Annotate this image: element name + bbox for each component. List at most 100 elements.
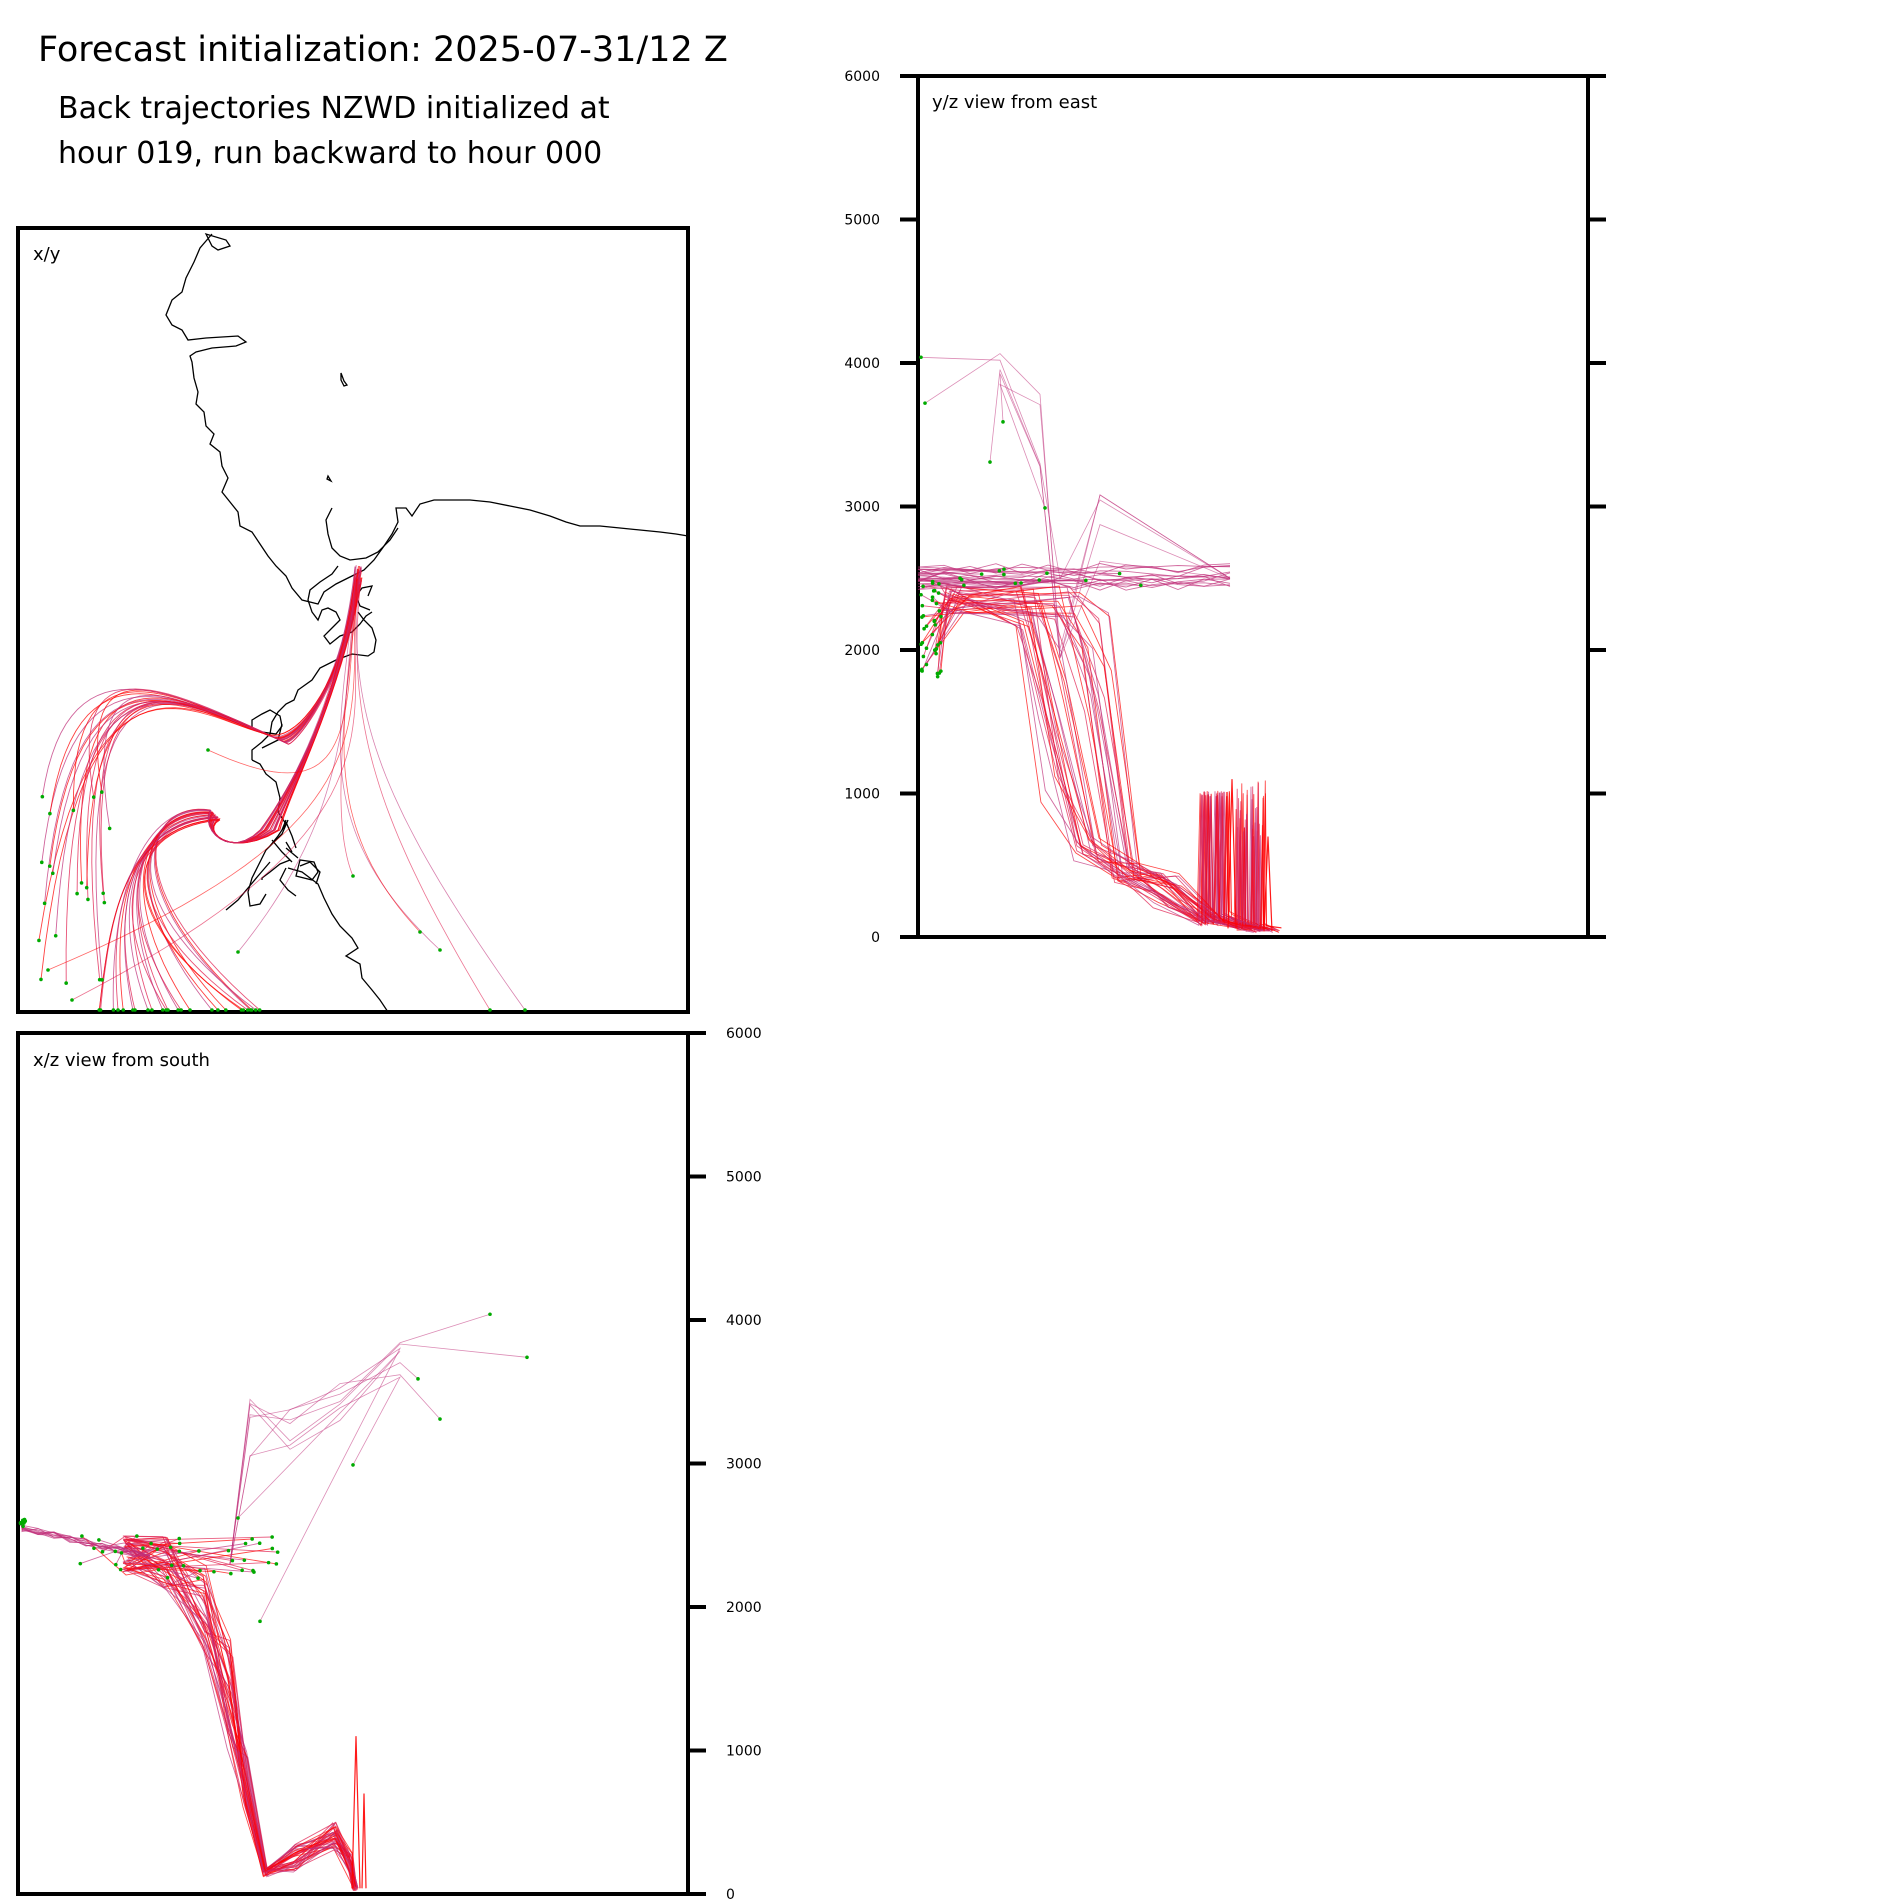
trajectory-endpoint	[488, 1008, 492, 1012]
trajectory-endpoint	[149, 1541, 153, 1546]
coastline-segment	[165, 233, 689, 605]
trajectory-line	[361, 1793, 367, 1889]
trajectory-endpoint	[920, 640, 925, 645]
trajectory-endpoint	[177, 1549, 182, 1554]
trajectory-line	[936, 590, 1260, 932]
trajectory-line	[917, 578, 1231, 590]
trajectory-endpoint	[418, 930, 422, 934]
trajectory-line	[351, 1736, 361, 1889]
island-outline	[326, 474, 333, 483]
trajectory-endpoint	[997, 569, 1002, 573]
trajectory-endpoint	[92, 1546, 96, 1551]
trajectory-endpoint	[1001, 420, 1005, 424]
trajectory-endpoint	[51, 871, 55, 876]
trajectory-endpoint	[937, 609, 942, 613]
trajectory-endpoint	[930, 632, 935, 637]
trajectory-endpoint	[146, 1008, 150, 1012]
trajectory-endpoint	[923, 401, 927, 405]
trajectory-endpoint	[21, 1524, 25, 1529]
coastline-segment	[279, 867, 297, 897]
trajectory-endpoint	[252, 1570, 256, 1574]
trajectory-endpoint	[245, 1008, 250, 1012]
trajectory-endpoint	[921, 654, 926, 659]
trajectory-endpoint	[924, 646, 929, 651]
trajectory-line	[229, 1343, 528, 1565]
y-tick-label: 3000	[726, 1457, 762, 1473]
trajectory-endpoint	[930, 595, 935, 599]
trajectory-endpoint	[70, 998, 74, 1002]
trajectory-endpoint	[958, 576, 962, 580]
trajectory-line	[917, 578, 1231, 591]
trajectory-line	[999, 383, 1231, 650]
figure-title: Forecast initialization: 2025-07-31/12 Z	[38, 30, 728, 70]
trajectory-endpoint	[248, 1008, 253, 1012]
trajectory-line	[922, 598, 1255, 930]
trajectory-endpoint	[169, 1563, 174, 1568]
trajectory-endpoint	[243, 1541, 248, 1546]
trajectory-endpoint	[111, 1008, 116, 1012]
xy-panel: x/y	[16, 226, 690, 1014]
trajectory-endpoint	[113, 1549, 118, 1554]
trajectory-endpoint	[84, 885, 89, 890]
trajectory-endpoint	[212, 1569, 216, 1574]
coastline-segment	[261, 859, 291, 880]
trajectory-endpoint	[274, 1562, 279, 1566]
trajectory-endpoint	[525, 1355, 529, 1360]
trajectory-endpoint	[1019, 581, 1023, 585]
trajectory-endpoint	[226, 1548, 231, 1553]
trajectory-endpoint	[438, 948, 442, 952]
yz-trajectories	[917, 353, 1282, 933]
trajectory-endpoint	[934, 601, 939, 606]
coastline-segment	[281, 819, 287, 831]
trajectory-endpoint	[86, 897, 90, 902]
coastline-segment	[285, 821, 297, 849]
trajectory-endpoint	[119, 1551, 124, 1555]
trajectory-line	[98, 584, 360, 1011]
y-tick-label: 0	[871, 930, 880, 946]
trajectory-endpoint	[229, 1571, 233, 1576]
trajectory-line	[1263, 836, 1273, 932]
trajectory-endpoint	[257, 1008, 262, 1012]
trajectory-endpoint	[114, 1562, 118, 1567]
trajectory-line	[123, 1536, 355, 1887]
trajectory-line	[125, 1567, 356, 1887]
y-tick-label: 1000	[844, 787, 880, 803]
coastline-segment	[285, 847, 299, 859]
trajectory-endpoint	[938, 640, 943, 645]
trajectory-endpoint	[97, 977, 102, 982]
trajectory-endpoint	[47, 864, 52, 868]
trajectory-endpoint	[101, 891, 105, 896]
trajectory-line	[229, 1347, 402, 1622]
trajectory-endpoint	[936, 591, 941, 595]
coastline-segment	[251, 611, 377, 760]
trajectory-endpoint	[930, 581, 935, 585]
xy-endpoints	[37, 748, 527, 1012]
trajectory-endpoint	[919, 668, 924, 673]
trajectory-endpoint	[270, 1546, 275, 1551]
trajectory-endpoint	[168, 1545, 173, 1550]
trajectory-endpoint	[930, 598, 935, 603]
trajectory-line	[917, 568, 1231, 580]
trajectory-endpoint	[78, 1561, 83, 1566]
trajectory-line	[71, 577, 357, 1001]
trajectory-endpoint	[920, 603, 925, 608]
trajectory-endpoint	[79, 881, 84, 885]
trajectory-endpoint	[924, 624, 929, 628]
trajectory-line	[146, 579, 360, 1011]
trajectory-line	[340, 576, 357, 877]
trajectory-endpoint	[53, 934, 58, 938]
figure-subtitle-line-2: hour 019, run backward to hour 000	[58, 136, 603, 171]
trajectory-endpoint	[197, 1549, 201, 1553]
trajectory-line	[935, 593, 1264, 930]
trajectory-endpoint	[937, 581, 941, 586]
trajectory-endpoint	[118, 1567, 123, 1572]
trajectory-endpoint	[160, 1008, 165, 1012]
y-tick-label: 2000	[844, 643, 880, 659]
trajectory-endpoint	[351, 874, 355, 878]
coastline-segment	[285, 841, 293, 853]
xz-panel: 0 1000 2000 3000 4000 5000 6000 x/z view from …	[16, 1026, 762, 1900]
trajectory-endpoint	[933, 648, 937, 653]
trajectory-endpoint	[1117, 571, 1122, 576]
trajectory-endpoint	[523, 1008, 527, 1012]
